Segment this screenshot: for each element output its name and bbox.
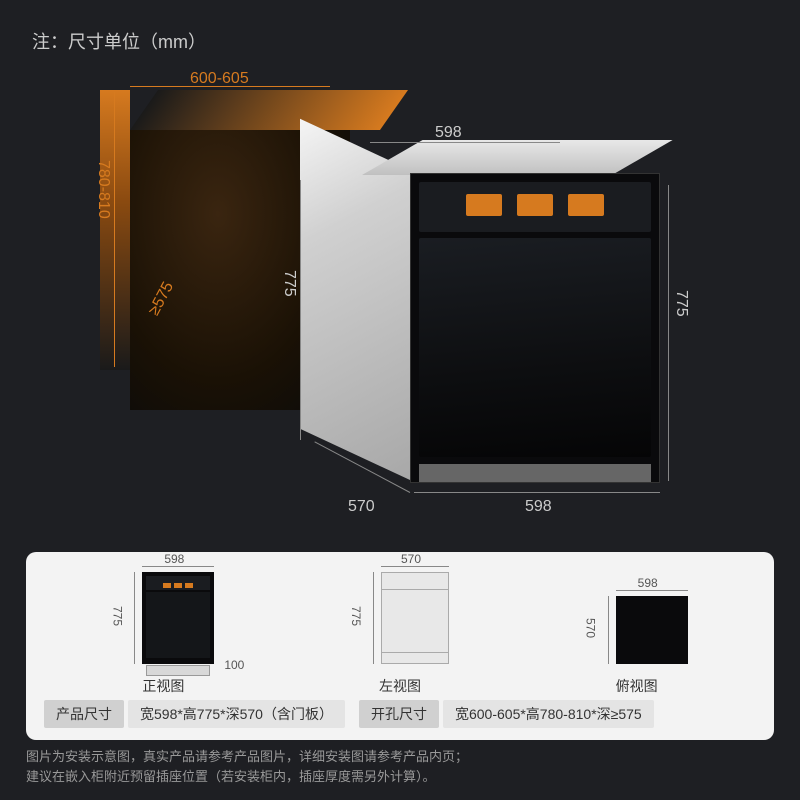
dim-top-width: 598	[435, 124, 462, 142]
info-panel: 598 775 100 正视图 570 775	[26, 552, 774, 740]
top-depth-label: 570	[584, 618, 598, 638]
unit-note: 注：尺寸单位（mm）	[32, 28, 206, 54]
front-width-label: 598	[164, 552, 184, 566]
appliance-isometric	[300, 140, 660, 530]
main-isometric-diagram: 600-605 780-810 ≥575 598 775 775 598 570	[100, 90, 680, 540]
top-width-label: 598	[638, 576, 658, 590]
footer-line-1: 图片为安装示意图，真实产品请参考产品图片，详细安装图请参考产品内页；	[26, 747, 774, 767]
side-height-label: 775	[349, 606, 363, 626]
front-view: 598 775 100 正视图	[112, 554, 214, 696]
top-view-label: 俯视图	[616, 676, 658, 696]
dim-side-depth: 570	[348, 498, 375, 516]
top-view: 598 570 俯视图	[586, 578, 688, 696]
side-view: 570 775 左视图	[351, 554, 449, 696]
product-size-label: 产品尺寸	[44, 700, 124, 728]
dim-front-height: 775	[672, 290, 690, 317]
footer-line-2: 建议在嵌入柜附近预留插座位置（若安装柜内，插座厚度需另外计算）。	[26, 767, 774, 787]
cutout-size-value: 宽600-605*高780-810*深≥575	[443, 700, 654, 728]
front-view-label: 正视图	[142, 676, 184, 696]
side-width-label: 570	[401, 552, 421, 566]
dim-inner-height: 775	[280, 270, 298, 297]
cutout-size-label: 开孔尺寸	[359, 700, 439, 728]
dim-front-width: 598	[525, 498, 552, 516]
footer-disclaimer: 图片为安装示意图，真实产品请参考产品图片，详细安装图请参考产品内页； 建议在嵌入…	[26, 747, 774, 786]
side-view-label: 左视图	[379, 676, 421, 696]
product-size-value: 宽598*高775*深570（含门板）	[128, 700, 345, 728]
orthographic-views: 598 775 100 正视图 570 775	[44, 566, 756, 696]
front-foot-label: 100	[224, 658, 244, 672]
dim-opening-height: 780-810	[94, 160, 112, 219]
front-height-label: 775	[110, 606, 124, 626]
spec-row: 产品尺寸 宽598*高775*深570（含门板） 开孔尺寸 宽600-605*高…	[44, 700, 756, 728]
